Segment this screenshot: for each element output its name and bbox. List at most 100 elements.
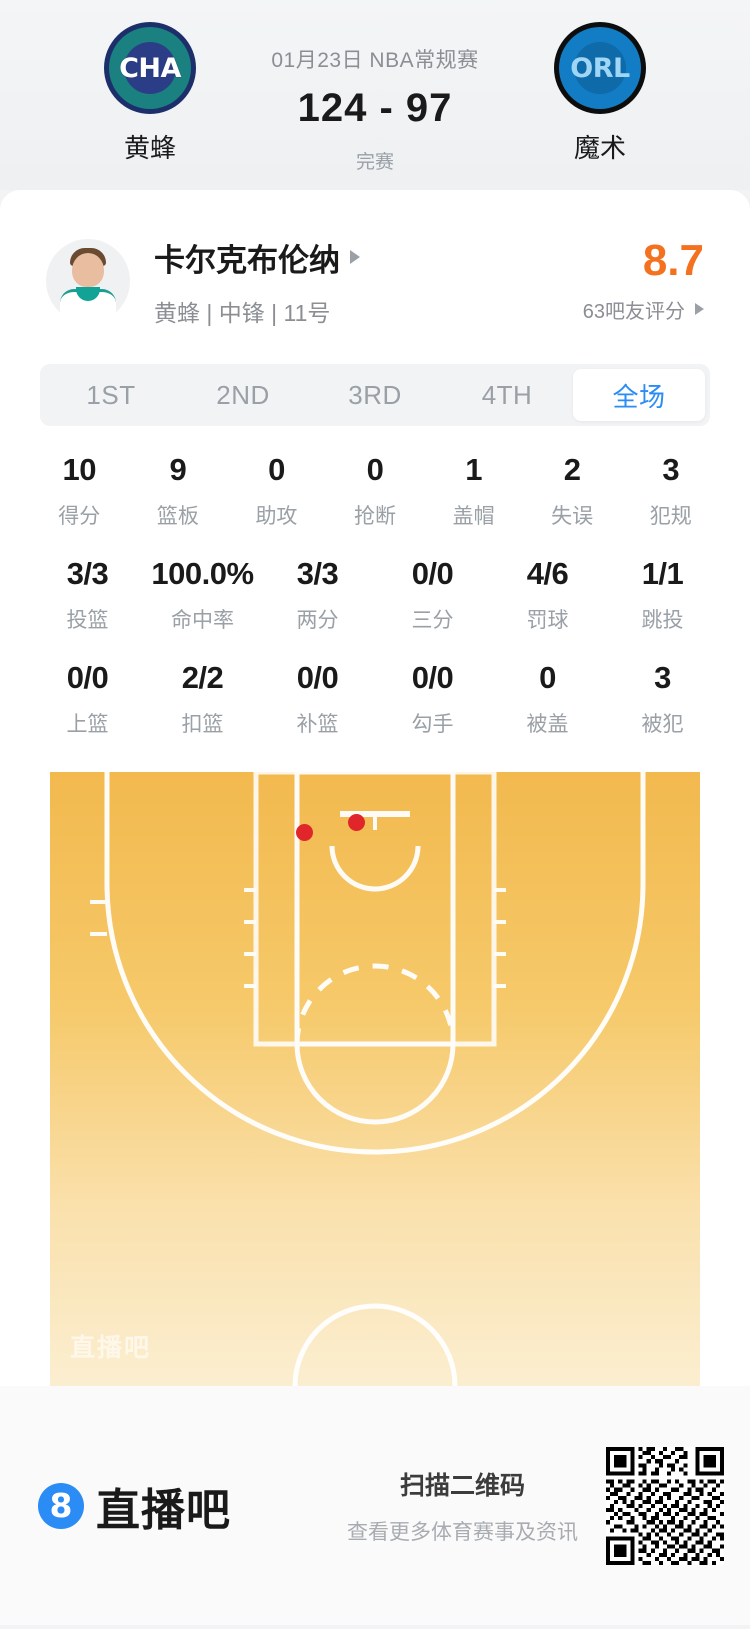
player-row[interactable]: 卡尔克布伦纳 黄蜂 | 中锋 | 11号 8.7 63吧友评分	[0, 226, 750, 336]
tab-3rd[interactable]: 3RD	[348, 379, 402, 410]
stat-value: 3/3	[66, 556, 109, 591]
stats-grid: 10 得分 9 篮板 0 助攻 0 抢断 1 盖帽	[0, 426, 750, 772]
court-watermark: 直播吧	[70, 1334, 152, 1362]
court-lines-icon	[90, 772, 646, 1386]
shot-marker[interactable]	[348, 814, 365, 831]
stat-label: 三分	[411, 609, 454, 632]
stat-label: 跳投	[641, 609, 684, 632]
stat-value: 2/2	[181, 660, 224, 695]
stat-label: 抢断	[354, 505, 397, 528]
home-team[interactable]: CHA 黄蜂	[60, 22, 240, 165]
rating-box[interactable]: 8.7 63吧友评分	[583, 235, 704, 324]
stat-value: 3	[662, 452, 680, 487]
home-team-abbr: CHA	[119, 52, 181, 84]
stat-label: 得分	[58, 505, 101, 528]
match-center-info: 01月23日 NBA常规赛 124 - 97 完赛	[240, 22, 510, 174]
stats-row-shooting: 3/3 投篮 100.0% 命中率 3/3 两分 0/0 三分 4/6 罚球	[30, 556, 720, 634]
stat-label: 罚球	[526, 609, 569, 632]
stat-free-throws: 4/6 罚球	[490, 556, 605, 634]
stat-turnovers: 2 失误	[523, 452, 622, 530]
stat-value: 9	[169, 452, 187, 487]
stat-label: 上篮	[66, 713, 109, 736]
stat-dunks: 2/2 扣篮	[145, 660, 260, 738]
stat-hook-shots: 0/0 勾手	[375, 660, 490, 738]
tab-1st[interactable]: 1ST	[86, 379, 136, 410]
qr-title: 扫描二维码	[399, 1471, 525, 1500]
stat-fg-percent: 100.0% 命中率	[145, 556, 260, 634]
qr-text: 扫描二维码 查看更多体育赛事及资讯	[347, 1466, 578, 1546]
stat-field-goals: 3/3 投篮	[30, 556, 145, 634]
stat-value: 4/6	[526, 556, 569, 591]
rating-label-row[interactable]: 63吧友评分	[583, 295, 704, 324]
stat-label: 盖帽	[452, 505, 495, 528]
stat-label: 被盖	[526, 713, 569, 736]
period-tabs: 1ST 2ND 3RD 4TH 全场	[40, 364, 710, 426]
stat-value: 0	[366, 452, 384, 487]
stat-label: 勾手	[411, 713, 454, 736]
stat-steals: 0 抢断	[326, 452, 425, 530]
stat-value: 100.0%	[151, 556, 254, 591]
tab-full-game[interactable]: 全场	[573, 369, 705, 421]
stats-row-shot-types: 0/0 上篮 2/2 扣篮 0/0 补篮 0/0 勾手 0 被盖	[30, 660, 720, 738]
brand-logo[interactable]: 8 直播吧	[38, 1474, 231, 1538]
qr-code-icon[interactable]	[606, 1446, 724, 1565]
tab-4th[interactable]: 4TH	[481, 379, 533, 410]
stat-label: 投篮	[66, 609, 109, 632]
qr-subtitle: 查看更多体育赛事及资讯	[347, 1520, 578, 1544]
stat-value: 0/0	[411, 660, 454, 695]
chevron-right-icon	[695, 303, 704, 315]
stat-rebounds: 9 篮板	[129, 452, 228, 530]
shot-marker[interactable]	[296, 824, 313, 841]
match-score: 124 - 97	[297, 86, 453, 130]
rating-value: 8.7	[642, 235, 704, 285]
stat-value: 0	[539, 660, 556, 695]
stat-three-pointers: 0/0 三分	[375, 556, 490, 634]
stat-value: 10	[62, 452, 97, 487]
player-card: 卡尔克布伦纳 黄蜂 | 中锋 | 11号 8.7 63吧友评分 1ST 2ND …	[0, 190, 750, 1386]
stat-label: 篮板	[156, 505, 199, 528]
avatar	[46, 239, 130, 323]
stat-value: 2	[563, 452, 581, 487]
player-name: 卡尔克布伦纳	[154, 242, 340, 278]
shot-chart-court[interactable]: 直播吧	[50, 772, 700, 1386]
stat-fouls: 3 犯规	[621, 452, 720, 530]
match-label: 01月23日 NBA常规赛	[271, 49, 479, 72]
stat-fouls-drawn: 3 被犯	[605, 660, 720, 738]
stat-label: 失误	[551, 505, 594, 528]
stat-value: 1/1	[641, 556, 684, 591]
stat-points: 10 得分	[30, 452, 129, 530]
shot-chart-wrap: 直播吧	[0, 772, 750, 1386]
stat-value: 0/0	[411, 556, 454, 591]
stat-label: 犯规	[649, 505, 692, 528]
stat-value: 0/0	[296, 660, 339, 695]
stat-two-pointers: 3/3 两分	[260, 556, 375, 634]
home-team-logo-icon: CHA	[104, 22, 196, 114]
away-team-name: 魔术	[573, 133, 626, 163]
home-team-name: 黄蜂	[123, 133, 176, 163]
match-header: CHA 黄蜂 01月23日 NBA常规赛 124 - 97 完赛 ORL 魔术	[0, 0, 750, 190]
away-team-abbr: ORL	[570, 52, 630, 84]
away-team[interactable]: ORL 魔术	[510, 22, 690, 165]
match-status: 完赛	[355, 152, 394, 173]
stat-label: 被犯	[641, 713, 684, 736]
stat-blocks: 1 盖帽	[424, 452, 523, 530]
qr-block: 扫描二维码 查看更多体育赛事及资讯	[347, 1446, 724, 1565]
stat-label: 命中率	[171, 609, 234, 632]
stat-value: 3/3	[296, 556, 339, 591]
stat-label: 助攻	[255, 505, 298, 528]
player-name-row[interactable]: 卡尔克布伦纳	[154, 235, 583, 280]
player-info: 卡尔克布伦纳 黄蜂 | 中锋 | 11号	[154, 235, 583, 328]
brand-badge-icon: 8	[38, 1482, 84, 1529]
footer-bar: 8 直播吧 扫描二维码 查看更多体育赛事及资讯	[0, 1386, 750, 1625]
player-meta: 黄蜂 | 中锋 | 11号	[154, 299, 331, 326]
stat-label: 两分	[296, 609, 339, 632]
tab-2nd[interactable]: 2ND	[216, 379, 270, 410]
away-team-logo-icon: ORL	[554, 22, 646, 114]
chevron-right-icon	[350, 250, 360, 264]
stat-assists: 0 助攻	[227, 452, 326, 530]
stat-layups: 0/0 上篮	[30, 660, 145, 738]
stat-value: 0	[268, 452, 285, 487]
stat-value: 0/0	[66, 660, 109, 695]
stats-row-basic: 10 得分 9 篮板 0 助攻 0 抢断 1 盖帽	[30, 452, 720, 530]
